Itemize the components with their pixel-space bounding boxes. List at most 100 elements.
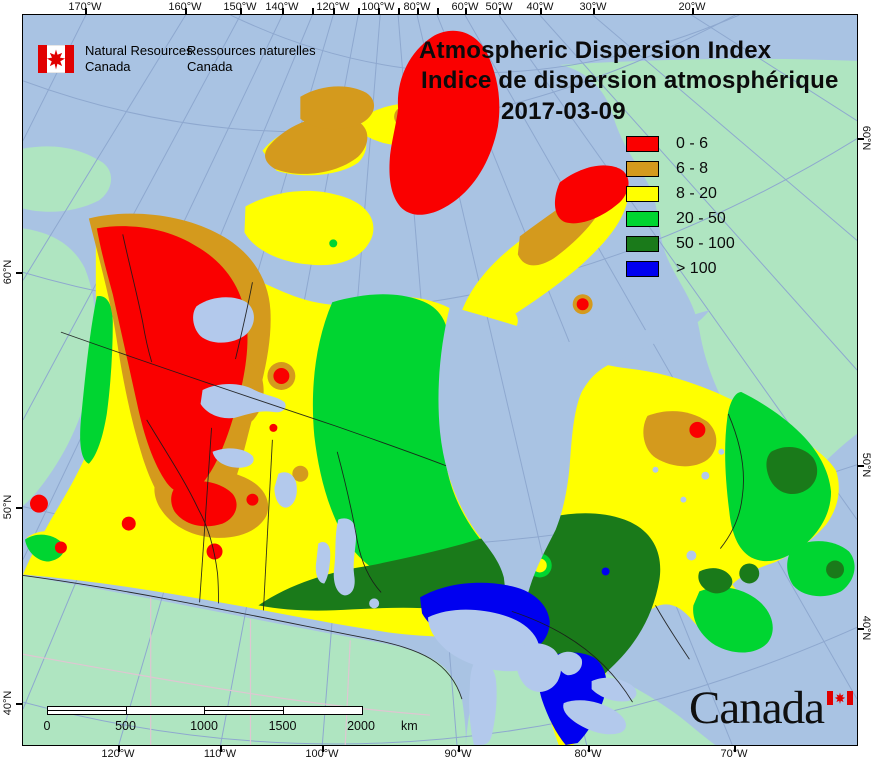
lake-huron	[515, 643, 562, 692]
longitude-label-bottom: 80°W	[574, 748, 602, 760]
newfoundland	[787, 541, 855, 597]
canada-wordmark: Canada	[689, 682, 825, 734]
usa-west	[23, 575, 466, 745]
graticule-tick	[378, 8, 380, 14]
map-title-en: Atmospheric Dispersion Index	[419, 37, 772, 64]
latitude-label-left: 40°N	[2, 690, 14, 716]
graticule-tick	[185, 8, 187, 14]
central-green-region	[312, 294, 499, 595]
nrcan-logo	[38, 45, 74, 73]
legend-label: 20 - 50	[676, 210, 726, 227]
lake-ontario	[591, 677, 637, 702]
longitude-label-top: 40°W	[526, 1, 554, 13]
latitude-label-left: 50°N	[2, 494, 14, 520]
graticule-tick	[322, 746, 324, 752]
scale-label: 1500	[268, 719, 297, 733]
scale-unit: km	[401, 719, 418, 733]
lake-erie	[563, 700, 626, 735]
longitude-label-top: 100°W	[361, 1, 395, 13]
longitude-label-top: 50°W	[485, 1, 513, 13]
graticule-tick	[499, 8, 501, 14]
wordmark-flag-icon	[827, 691, 853, 705]
scale-bar-segment	[204, 706, 285, 715]
scale-bar-segment	[47, 706, 128, 715]
scale-label: 500	[115, 719, 136, 733]
legend-swatch-0-6	[626, 136, 659, 152]
vancouver-island-green	[24, 534, 65, 562]
greenland	[559, 58, 857, 479]
victoria-banks-islands	[244, 190, 374, 266]
legend-swatch-8-20	[626, 186, 659, 202]
graticule-tick	[858, 628, 864, 630]
bc-coast-green-strip	[80, 295, 113, 464]
labrador-dark-green	[766, 447, 818, 495]
alaska	[23, 228, 96, 506]
russia-chukotka	[23, 146, 112, 212]
map-svg	[23, 15, 857, 745]
scale-label: 1000	[190, 719, 218, 733]
logo-en-line1: Natural Resources	[85, 43, 193, 58]
graticule-tick	[220, 746, 222, 752]
logo-fr-line2: Canada	[187, 59, 233, 74]
longitude-label-top: 160°W	[168, 1, 202, 13]
longitude-label-top: 60°W	[451, 1, 479, 13]
graticule-tick	[16, 507, 22, 509]
scale-label: 2000	[347, 719, 375, 733]
longitude-label-bottom: 90°W	[444, 748, 472, 760]
arctic-orange-west	[265, 116, 368, 174]
graticule-tick	[734, 746, 736, 752]
longitude-label-top: 170°W	[68, 1, 102, 13]
longitude-label-top: 20°W	[678, 1, 706, 13]
legend-swatch-20-50	[626, 211, 659, 227]
gaspe-dark-green	[698, 568, 733, 594]
latitude-label-left: 60°N	[2, 259, 14, 285]
logo-en-line2: Canada	[85, 59, 131, 74]
graticule-tick	[333, 8, 335, 14]
graticule-tick	[458, 746, 460, 752]
northwest-red-region	[96, 226, 248, 494]
prairie-red	[171, 480, 237, 527]
maritimes-green	[693, 587, 773, 653]
province-borders-layer	[23, 234, 744, 703]
graticule-tick	[240, 8, 242, 14]
logo-text-fr: Ressources naturelles Canada	[187, 43, 316, 75]
scale-bar-segment	[282, 706, 363, 715]
graticule-tick	[465, 8, 467, 14]
scale-bar: 0 500 1000 1500 2000 km	[43, 706, 418, 738]
legend-swatch-6-8	[626, 161, 659, 177]
longitude-label-bottom: 100°W	[305, 748, 339, 760]
scale-bar-segment	[125, 706, 206, 715]
graticule-tick	[588, 746, 590, 752]
legend-swatch-50-100	[626, 236, 659, 252]
great-slave-lake	[200, 383, 286, 419]
lake-superior	[428, 609, 540, 672]
longitude-label-bottom: 120°W	[101, 748, 135, 760]
legend-label: 50 - 100	[676, 235, 735, 252]
logo-text-en: Natural Resources Canada	[85, 43, 193, 75]
graticule-tick	[118, 746, 120, 752]
longitude-label-bottom: 110°W	[203, 748, 237, 760]
graticule-tick	[312, 8, 314, 14]
scale-label: 0	[43, 719, 51, 733]
lakes-layer	[193, 297, 725, 745]
arctic-red-region	[389, 30, 500, 215]
lake-winnipeg	[333, 518, 357, 596]
graticule-tick	[16, 703, 22, 705]
graticule-tick	[358, 8, 360, 14]
longitude-label-top: 150°W	[223, 1, 257, 13]
legend-label: 8 - 20	[676, 185, 717, 202]
longitude-label-top: 120°W	[316, 1, 350, 13]
canada-adi-0-6-layer	[29, 30, 706, 560]
longitude-label-bottom: 70°W	[720, 748, 748, 760]
baffin-red	[554, 165, 629, 224]
lake-athabasca	[212, 448, 254, 468]
graticule-tick	[858, 138, 864, 140]
graticule-tick	[16, 272, 22, 274]
graticule-tick	[282, 8, 284, 14]
graticule-tick	[417, 8, 419, 14]
graticule-tick	[85, 8, 87, 14]
longitude-label-top: 140°W	[265, 1, 299, 13]
legend-label: 6 - 8	[676, 160, 709, 177]
longitude-label-top: 30°W	[579, 1, 607, 13]
graticule-tick	[593, 8, 595, 14]
